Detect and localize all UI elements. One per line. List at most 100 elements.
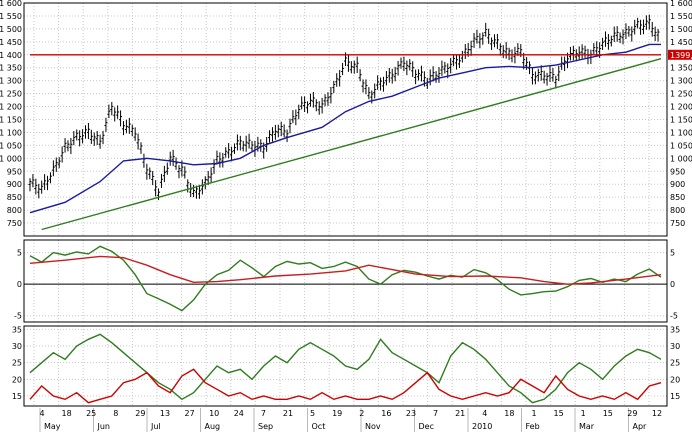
x-tick-day-label: 1	[531, 409, 536, 418]
series-line	[41, 58, 662, 231]
y-tick-label-left: 1 400	[0, 51, 22, 60]
y-tick-label-left: 25	[12, 359, 22, 368]
oscillator-panel-frame	[23, 239, 668, 323]
y-tick-label-right: -5	[670, 312, 678, 321]
x-tick-day-label: 18	[62, 409, 72, 418]
y-tick-label-left: 0	[17, 280, 22, 289]
y-tick-label-left: 950	[7, 167, 22, 176]
y-tick-label-right: 1 550	[670, 12, 692, 21]
y-tick-label-right: 900	[670, 180, 685, 189]
y-tick-label-left: 15	[12, 392, 22, 401]
series-line	[29, 255, 662, 285]
y-tick-label-left: 1 100	[0, 128, 22, 137]
x-month-label: Jul	[150, 422, 161, 431]
x-tick-day-label: 23	[406, 409, 416, 418]
y-tick-label-left: 1 250	[0, 90, 22, 99]
y-tick-label-left: 1 350	[0, 64, 22, 73]
y-tick-label-right: 850	[670, 193, 685, 202]
y-tick-label-left: 30	[12, 342, 22, 351]
y-tick-label-left: 1 550	[0, 12, 22, 21]
x-tick-day-label: 4	[39, 409, 44, 418]
y-tick-label-right: 1 200	[670, 103, 692, 112]
y-tick-label-left: 1 000	[0, 154, 22, 163]
y-tick-label-right: 25	[670, 359, 680, 368]
x-tick-day-label: 16	[381, 409, 391, 418]
series-line	[29, 245, 662, 312]
x-month-label: Nov	[365, 422, 381, 431]
y-tick-label-right: 1 000	[670, 154, 692, 163]
series-layer	[24, 14, 667, 404]
y-tick-label-left: -5	[14, 312, 22, 321]
y-tick-label-right: 950	[670, 167, 685, 176]
y-tick-label-left: 1 500	[0, 25, 22, 34]
y-tick-label-right: 35	[670, 325, 680, 334]
y-tick-label-left: 750	[7, 219, 22, 228]
x-tick-day-label: 24	[234, 409, 244, 418]
series-line	[29, 368, 662, 404]
y-tick-label-right: 1 250	[670, 90, 692, 99]
y-tick-label-right: 1 350	[670, 64, 692, 73]
last-value-badge	[668, 49, 692, 60]
y-tick-label-right: 1 500	[670, 25, 692, 34]
x-month-label: Oct	[312, 422, 326, 431]
y-tick-label-left: 1 200	[0, 103, 22, 112]
y-tick-label-right: 15	[670, 392, 680, 401]
y-tick-label-right: 20	[670, 375, 680, 384]
y-tick-label-right: 750	[670, 219, 685, 228]
y-tick-label-left: 850	[7, 193, 22, 202]
x-tick-day-label: 15	[554, 409, 564, 418]
y-tick-label-left: 35	[12, 325, 22, 334]
y-tick-label-right: 1 150	[670, 116, 692, 125]
y-tick-label-left: 900	[7, 180, 22, 189]
y-tick-label-right: 1 450	[670, 38, 692, 47]
y-tick-label-right: 1 050	[670, 141, 692, 150]
x-tick-day-label: 1	[581, 409, 586, 418]
y-tick-label-right: 1 100	[670, 128, 692, 137]
x-tick-day-label: 5	[310, 409, 315, 418]
x-month-label: Feb	[526, 422, 540, 431]
panel-frames	[23, 2, 668, 407]
y-tick-label-right: 800	[670, 206, 685, 215]
x-tick-day-label: 27	[185, 409, 195, 418]
x-tick-day-label: 10	[209, 409, 219, 418]
y-tick-label-left: 1 050	[0, 141, 22, 150]
x-month-label: Apr	[633, 422, 648, 431]
y-tick-label-right: 1 600	[670, 0, 692, 8]
x-tick-day-label: 21	[455, 409, 465, 418]
y-tick-label-right: 5	[670, 249, 675, 258]
y-tick-label-left: 5	[17, 249, 22, 258]
x-tick-day-label: 29	[627, 409, 637, 418]
x-tick-day-label: 18	[504, 409, 514, 418]
x-tick-day-label: 19	[332, 409, 342, 418]
x-month-label: Dec	[419, 422, 434, 431]
x-month-label: 2010	[472, 422, 492, 431]
y-tick-label-right: 30	[670, 342, 680, 351]
price-panel-frame	[23, 2, 668, 237]
x-tick-day-label: 21	[283, 409, 293, 418]
x-tick-day-label: 29	[135, 409, 145, 418]
x-tick-day-label: 8	[113, 409, 118, 418]
volatility-panel-frame	[23, 325, 668, 407]
x-month-label: Aug	[205, 422, 221, 431]
x-tick-day-label: 13	[160, 409, 170, 418]
x-tick-day-label: 12	[652, 409, 662, 418]
y-tick-label-left: 800	[7, 206, 22, 215]
y-tick-label-left: 1 450	[0, 38, 22, 47]
x-tick-day-label: 25	[86, 409, 96, 418]
x-tick-day-label: 4	[482, 409, 487, 418]
y-tick-label-left: 1 600	[0, 0, 22, 8]
x-month-label: Mar	[579, 422, 595, 431]
x-tick-day-label: 7	[433, 409, 438, 418]
x-tick-day-label: 7	[261, 409, 266, 418]
last-value-label: 1399,4	[670, 51, 692, 60]
x-tick-day-label: 15	[603, 409, 613, 418]
y-tick-label-left: 1 150	[0, 116, 22, 125]
y-tick-label-left: 1 300	[0, 77, 22, 86]
x-month-label: May	[44, 422, 61, 431]
y-tick-label-right: 1 300	[670, 77, 692, 86]
x-month-label: Sep	[258, 422, 273, 431]
